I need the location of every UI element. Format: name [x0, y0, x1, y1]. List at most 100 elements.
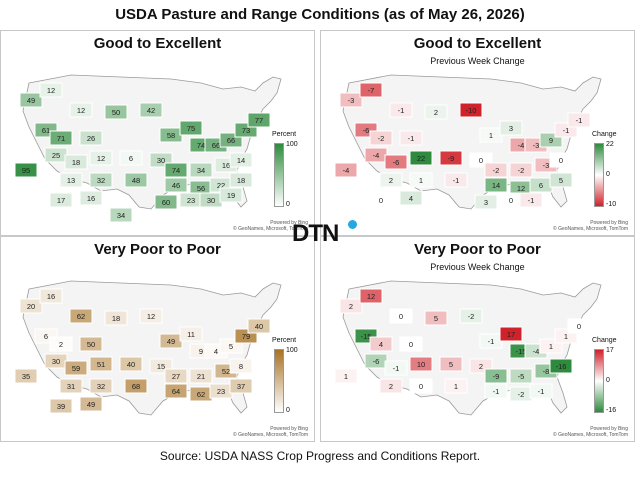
state-region	[549, 172, 573, 188]
state-region	[444, 378, 468, 394]
state-region	[104, 310, 128, 326]
state-region	[59, 172, 83, 188]
state-value-label: -8	[543, 367, 550, 376]
state-value-label: 21	[197, 372, 205, 381]
state-region	[139, 102, 163, 118]
state-value-label: 75	[187, 124, 195, 133]
state-value-label: 6	[539, 181, 543, 190]
state-value-label: 0	[577, 322, 581, 331]
map-credit: Powered by Bing © GeoNames, Microsoft, To…	[233, 426, 308, 438]
map-credit: Powered by Bing © GeoNames, Microsoft, To…	[233, 220, 308, 232]
state-region	[189, 368, 213, 384]
state-value-label: 1	[419, 176, 423, 185]
state-region	[459, 102, 483, 118]
state-value-label: -1	[453, 176, 460, 185]
state-value-label: -2	[518, 390, 525, 399]
state-region	[567, 112, 591, 128]
state-region	[89, 378, 113, 394]
state-value-label: 71	[57, 134, 65, 143]
state-value-label: 34	[117, 211, 125, 220]
state-region	[379, 172, 403, 188]
legend-max-label: 22	[606, 141, 614, 148]
state-value-label: -5	[518, 372, 525, 381]
state-region	[14, 162, 38, 178]
state-value-label: -10	[466, 106, 477, 115]
state-region	[359, 288, 383, 304]
state-value-label: 19	[227, 191, 235, 200]
state-value-label: 56	[197, 184, 205, 193]
state-value-label: 4	[379, 340, 383, 349]
state-value-label: 13	[67, 176, 75, 185]
state-value-label: 32	[97, 176, 105, 185]
state-value-label: -1	[493, 387, 500, 396]
state-value-label: 4	[214, 347, 218, 356]
state-value-label: -16	[556, 362, 567, 371]
state-region	[399, 336, 423, 352]
state-value-label: 16	[87, 194, 95, 203]
state-value-label: -3	[533, 141, 540, 150]
state-region	[189, 162, 213, 178]
state-region	[334, 368, 358, 384]
state-region	[369, 130, 393, 146]
state-region	[69, 308, 93, 324]
state-value-label: -6	[363, 126, 370, 135]
state-region	[164, 162, 188, 178]
state-value-label: 0	[559, 156, 563, 165]
state-value-label: -3	[543, 161, 550, 170]
state-value-label: 1	[454, 382, 458, 391]
state-region	[154, 194, 178, 210]
state-value-label: 2	[479, 362, 483, 371]
state-region	[499, 326, 523, 342]
state-value-label: 40	[127, 360, 135, 369]
state-region	[89, 356, 113, 372]
state-region	[119, 150, 143, 166]
state-region	[64, 360, 88, 376]
panel-title: Good to Excellent	[413, 35, 542, 52]
state-region	[459, 308, 483, 324]
state-value-label: 50	[112, 108, 120, 117]
state-value-label: 2	[389, 176, 393, 185]
state-value-label: 18	[72, 158, 80, 167]
map-panel-good-excellent: Good to Excellent 49 12 12 50 42 61 71 26 58 75 74…	[0, 30, 315, 236]
state-region	[484, 177, 508, 193]
state-region	[14, 368, 38, 384]
color-legend: Change 22 0 -10	[592, 131, 628, 211]
state-value-label: 25	[52, 151, 60, 160]
state-region	[549, 358, 573, 374]
state-value-label: 46	[172, 181, 180, 190]
state-region	[124, 172, 148, 188]
state-value-label: 16	[222, 161, 230, 170]
state-region	[39, 82, 63, 98]
state-value-label: -2	[518, 166, 525, 175]
state-value-label: 35	[22, 372, 30, 381]
state-value-label: -9	[448, 154, 455, 163]
state-region	[179, 326, 203, 342]
state-value-label: 30	[207, 196, 215, 205]
state-value-label: -4	[343, 166, 350, 175]
legend-min-label: 0	[286, 201, 290, 208]
state-value-label: 17	[57, 196, 65, 205]
state-value-label: 23	[187, 196, 195, 205]
state-region	[409, 172, 433, 188]
legend-title: Change	[592, 131, 617, 138]
state-region	[509, 162, 533, 178]
state-value-label: 3	[509, 124, 513, 133]
legend-color-bar	[594, 143, 604, 207]
state-region	[124, 378, 148, 394]
legend-min-label: -16	[606, 407, 617, 414]
state-value-label: -1	[538, 387, 545, 396]
state-region	[369, 336, 393, 352]
color-legend: Change 17 0 -16	[592, 337, 628, 417]
legend-min-label: 0	[286, 407, 290, 414]
state-value-label: 66	[212, 141, 220, 150]
state-value-label: -3	[348, 96, 355, 105]
state-region	[549, 152, 573, 168]
state-region	[389, 308, 413, 324]
state-value-label: 31	[67, 382, 75, 391]
state-value-label: -1	[528, 196, 535, 205]
map-credit: Powered by Bing © GeoNames, Microsoft, To…	[553, 426, 628, 438]
state-value-label: 18	[237, 176, 245, 185]
state-value-label: 6	[129, 154, 133, 163]
